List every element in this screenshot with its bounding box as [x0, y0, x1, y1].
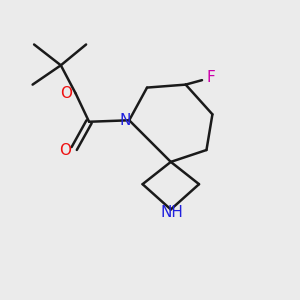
Text: F: F — [207, 70, 215, 85]
Text: NH: NH — [161, 205, 184, 220]
Text: N: N — [119, 113, 130, 128]
Text: O: O — [60, 86, 72, 101]
Text: O: O — [59, 142, 71, 158]
